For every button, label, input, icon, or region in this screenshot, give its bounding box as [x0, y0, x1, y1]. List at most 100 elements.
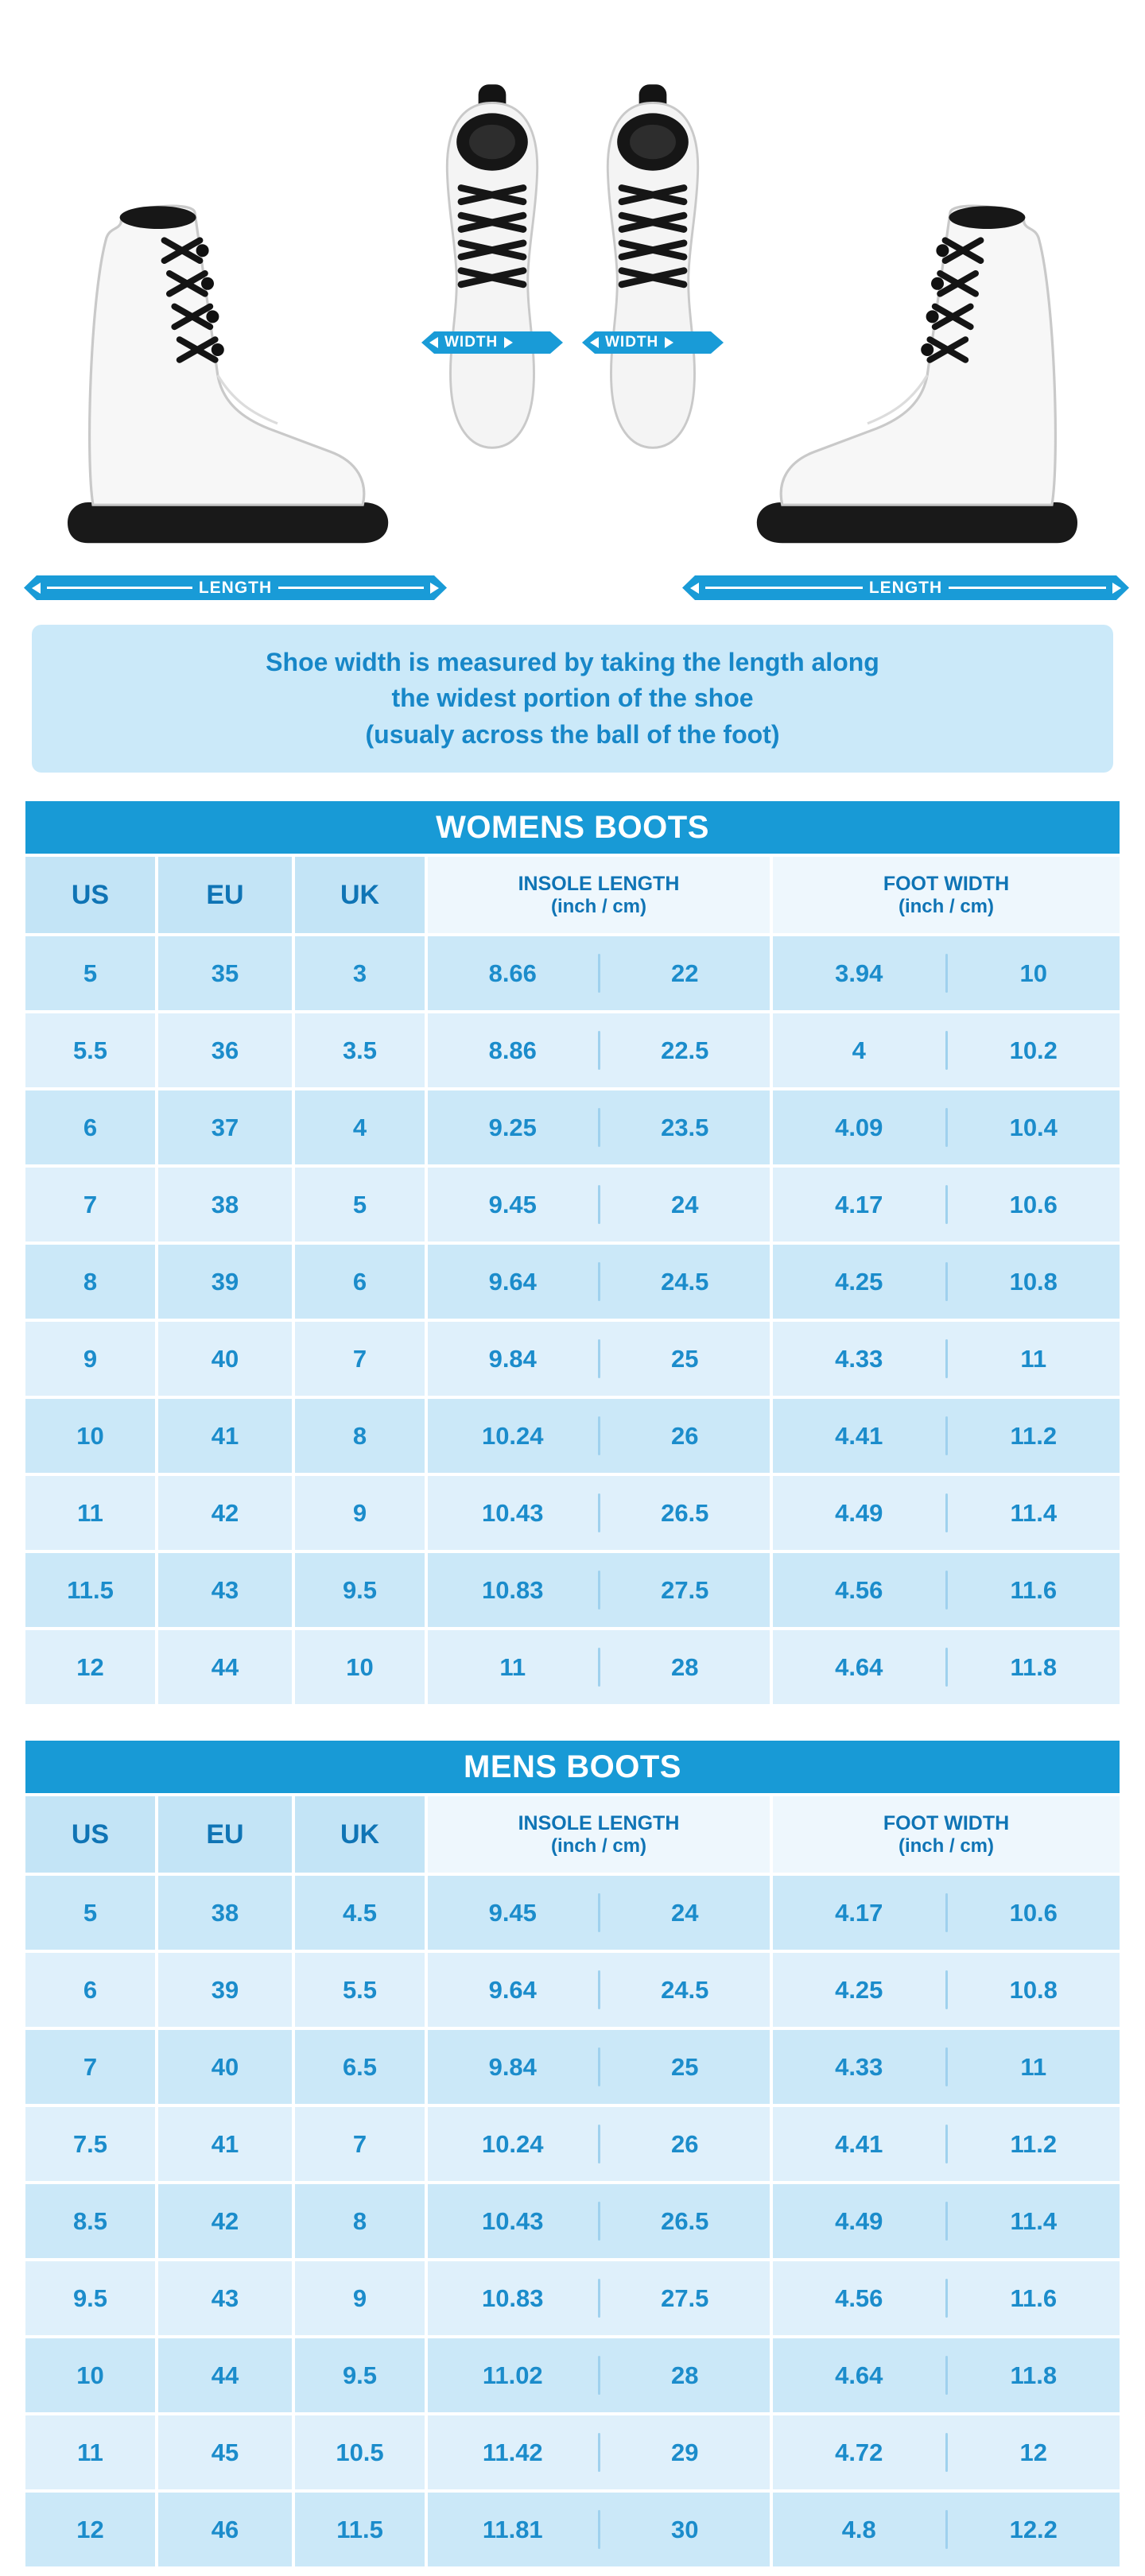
table-row: 6 39 5.5 9.64 24.5 4.25 10.8 [25, 1953, 1120, 2027]
insole-inch-value: 9.45 [488, 1898, 537, 1927]
unit-divider [597, 1893, 600, 1932]
foot-width-cell: 4.8 12.2 [773, 2493, 1120, 2566]
width-cm-value: 11.4 [1010, 2206, 1058, 2235]
unit-divider [597, 1416, 600, 1455]
unit-divider [945, 2202, 948, 2241]
width-cm-value: 11.6 [1010, 1575, 1058, 1604]
unit-divider [945, 1970, 948, 2009]
eu-size-cell: 41 [158, 2107, 292, 2181]
insole-cm-value: 26.5 [661, 1498, 709, 1527]
width-inch-value: 4.09 [835, 1113, 883, 1141]
table-row: 7.5 41 7 10.24 26 4.41 11.2 [25, 2107, 1120, 2181]
unit-divider [945, 1493, 948, 1532]
arrow-shaft [949, 587, 1106, 589]
foot-width-cell: 4.17 10.6 [773, 1876, 1120, 1950]
foot-width-cell: 4.17 10.6 [773, 1168, 1120, 1242]
unit-divider [945, 1416, 948, 1455]
width-cm-value: 11.2 [1010, 1421, 1058, 1450]
eu-size-cell: 39 [158, 1953, 292, 2027]
width-cm-value: 11 [1020, 1344, 1047, 1373]
us-size-cell: 7 [25, 2030, 155, 2104]
column-header-uk: UK [295, 1796, 425, 1873]
width-inch-value: 4.25 [835, 1267, 883, 1296]
arrow-left-icon [690, 583, 699, 594]
length-measure-arrow-left: LENGTH [24, 575, 447, 600]
insole-length-cell: 8.86 22.5 [428, 1013, 770, 1087]
boot-top-illustration [606, 84, 700, 449]
insole-length-cell: 9.64 24.5 [428, 1245, 770, 1319]
eu-size-cell: 45 [158, 2415, 292, 2489]
uk-size-cell: 3 [295, 936, 425, 1010]
insole-cm-value: 27.5 [661, 1575, 709, 1604]
width-inch-value: 4.17 [835, 1190, 883, 1218]
unit-divider [597, 1648, 600, 1687]
insole-length-cell: 9.45 24 [428, 1168, 770, 1242]
unit-divider [945, 1571, 948, 1610]
us-size-cell: 5.5 [25, 1013, 155, 1087]
arrow-left-icon [32, 583, 41, 594]
uk-size-cell: 6.5 [295, 2030, 425, 2104]
width-inch-value: 4.17 [835, 1898, 883, 1927]
insole-cm-value: 22.5 [661, 1036, 709, 1064]
unit-divider [597, 2279, 600, 2318]
unit-divider [597, 1339, 600, 1378]
insole-length-cell: 8.66 22 [428, 936, 770, 1010]
insole-inch-value: 10.24 [481, 1421, 544, 1450]
unit-divider [597, 2356, 600, 2395]
boot-side-illustration [68, 204, 389, 544]
foot-width-cell: 4.41 11.2 [773, 1399, 1120, 1473]
uk-size-cell: 7 [295, 2107, 425, 2181]
length-label: LENGTH [198, 578, 273, 597]
unit-divider [597, 1262, 600, 1301]
uk-size-cell: 5.5 [295, 1953, 425, 2027]
insole-cm-value: 26.5 [661, 2206, 709, 2235]
width-label: WIDTH [444, 334, 499, 351]
foot-width-cell: 4.49 11.4 [773, 1476, 1120, 1550]
column-header-uk: UK [295, 857, 425, 933]
insole-cm-value: 25 [671, 1344, 699, 1373]
boot-side-left-image [22, 184, 444, 566]
boots-top-view-pair: WIDTH [417, 10, 728, 534]
insole-length-label: INSOLE LENGTH [518, 1811, 680, 1834]
foot-width-cell: 4.64 11.8 [773, 2338, 1120, 2412]
table-row: 12 46 11.5 11.81 30 4.8 12.2 [25, 2493, 1120, 2566]
foot-width-cell: 4.56 11.6 [773, 2261, 1120, 2335]
uk-size-cell: 3.5 [295, 1013, 425, 1087]
measurement-info-box: Shoe width is measured by taking the len… [32, 625, 1113, 773]
arrow-shaft [705, 587, 863, 589]
table-row: 11.5 43 9.5 10.83 27.5 4.56 11.6 [25, 1553, 1120, 1627]
eu-size-cell: 40 [158, 2030, 292, 2104]
width-cm-value: 11.8 [1010, 2361, 1058, 2389]
uk-size-cell: 5 [295, 1168, 425, 1242]
table-header-row: US EU UK INSOLE LENGTH (inch / cm) FOOT … [25, 1796, 1120, 1873]
width-inch-value: 4.56 [835, 2284, 883, 2312]
unit-divider [597, 1185, 600, 1224]
insole-inch-value: 9.84 [488, 2052, 537, 2081]
foot-width-cell: 4.33 11 [773, 1322, 1120, 1396]
us-size-cell: 9 [25, 1322, 155, 1396]
table-title: MENS BOOTS [25, 1741, 1120, 1793]
eu-size-cell: 43 [158, 2261, 292, 2335]
table-row: 9 40 7 9.84 25 4.33 11 [25, 1322, 1120, 1396]
width-inch-value: 4.8 [841, 2515, 876, 2543]
insole-length-cell: 9.25 23.5 [428, 1090, 770, 1164]
insole-inch-value: 9.25 [488, 1113, 537, 1141]
us-size-cell: 7.5 [25, 2107, 155, 2181]
insole-cm-value: 25 [671, 2052, 699, 2081]
width-inch-value: 4.56 [835, 1575, 883, 1604]
column-header-eu: EU [158, 857, 292, 933]
us-size-cell: 12 [25, 2493, 155, 2566]
width-inch-value: 4.33 [835, 1344, 883, 1373]
eu-size-cell: 42 [158, 1476, 292, 1550]
width-cm-value: 10.6 [1009, 1898, 1058, 1927]
insole-length-cell: 10.83 27.5 [428, 1553, 770, 1627]
eu-size-cell: 43 [158, 1553, 292, 1627]
eu-size-cell: 38 [158, 1876, 292, 1950]
table-title: WOMENS BOOTS [25, 801, 1120, 854]
unit-divider [597, 2202, 600, 2241]
width-cm-value: 10.4 [1009, 1113, 1058, 1141]
insole-inch-value: 10.24 [481, 2129, 544, 2158]
boot-top-left-image: WIDTH [417, 10, 567, 534]
insole-inch-value: 9.64 [488, 1975, 537, 2004]
